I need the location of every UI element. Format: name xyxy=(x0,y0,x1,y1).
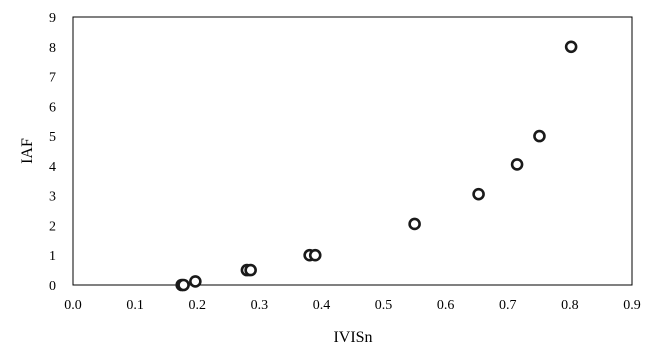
x-tick-label: 0.9 xyxy=(623,298,641,313)
data-point xyxy=(564,40,578,54)
x-tick-label: 0.5 xyxy=(375,298,393,313)
plot-frame xyxy=(72,16,633,286)
y-tick-label: 3 xyxy=(49,190,56,205)
y-tick-label: 4 xyxy=(49,160,56,175)
data-point xyxy=(510,158,524,171)
x-tick-label: 0.6 xyxy=(437,298,455,313)
data-point xyxy=(472,187,485,201)
y-tick-label: 2 xyxy=(49,219,56,234)
x-tick-label: 0.4 xyxy=(313,298,331,313)
y-tick-label: 5 xyxy=(49,130,56,145)
x-tick-label: 0.7 xyxy=(499,298,517,313)
y-tick-label: 6 xyxy=(49,100,56,115)
x-axis-title: IVISn xyxy=(333,329,372,346)
y-tick-label: 7 xyxy=(49,71,56,86)
y-tick-label: 9 xyxy=(49,11,56,26)
data-point xyxy=(533,129,546,143)
data-point xyxy=(408,217,421,231)
x-tick-label: 0.0 xyxy=(64,298,82,313)
x-tick-label: 0.3 xyxy=(251,298,269,313)
x-tick-label: 0.1 xyxy=(126,298,144,313)
y-axis-title: IAF xyxy=(19,138,36,164)
data-point xyxy=(177,278,190,292)
y-tick-label: 0 xyxy=(49,279,56,294)
axes-layer xyxy=(72,16,633,286)
y-tick-label: 8 xyxy=(49,41,56,56)
data-points xyxy=(175,40,578,292)
ticks-layer: 0.0 0.1 0.2 0.3 0.4 0.5 0.6 0.7 0.8 0.9 0 1 2 3 4 5 6 7 8 9 xyxy=(49,11,641,313)
data-point xyxy=(244,263,257,277)
x-tick-label: 0.2 xyxy=(188,298,206,313)
data-point xyxy=(189,275,202,288)
y-tick-label: 1 xyxy=(49,249,56,264)
x-tick-label: 0.8 xyxy=(561,298,579,313)
data-point xyxy=(308,248,322,262)
